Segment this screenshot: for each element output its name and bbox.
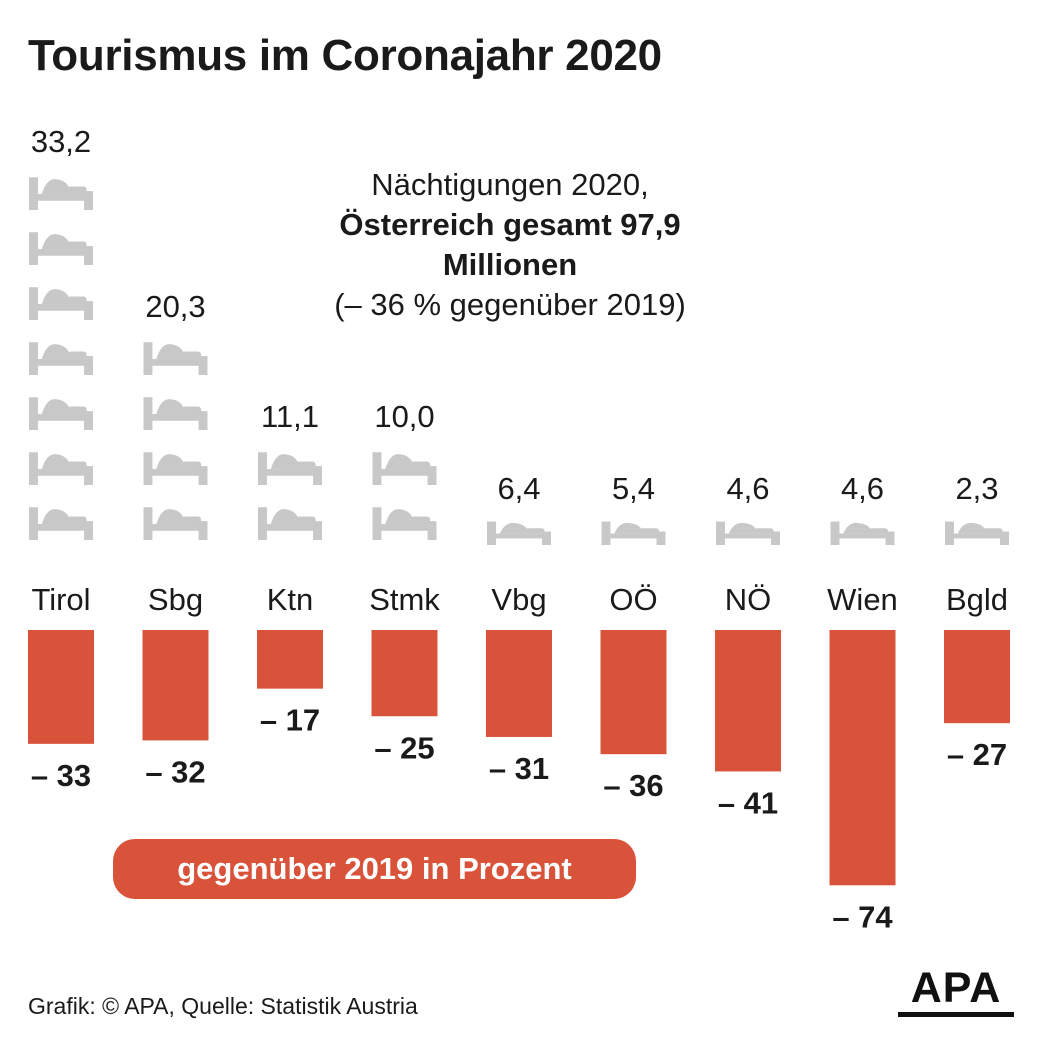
bed-icon: [143, 507, 208, 540]
nights-value-label: 6,4: [497, 471, 540, 506]
category-label: Tirol: [31, 582, 90, 617]
bed-icon: [29, 452, 93, 485]
bed-icon: [830, 521, 895, 545]
change-bar: [142, 630, 209, 741]
bed-icon: [29, 397, 93, 430]
bed-icon: [29, 507, 93, 540]
category-label: NÖ: [725, 582, 772, 617]
change-bar: [829, 630, 896, 886]
category-label: Stmk: [369, 582, 440, 617]
chart-title: Tourismus im Coronajahr 2020: [28, 31, 662, 80]
change-bar: [371, 630, 438, 717]
category-label: Ktn: [267, 582, 314, 617]
info-line-1: Nächtigungen 2020,: [371, 167, 649, 202]
bed-icon: [143, 452, 208, 485]
nights-value-label: 11,1: [261, 399, 319, 434]
category-label: Vbg: [491, 582, 546, 617]
change-bar: [600, 630, 667, 755]
info-box: Nächtigungen 2020, Österreich gesamt 97,…: [300, 165, 720, 325]
category-label: Wien: [827, 582, 898, 617]
category-label: Sbg: [148, 582, 203, 617]
bed-icon: [29, 232, 93, 265]
bed-icon: [258, 507, 322, 540]
change-value-label: – 33: [31, 758, 91, 793]
change-value-label: – 74: [832, 899, 893, 934]
bed-icon: [29, 177, 93, 210]
change-bar: [486, 630, 552, 737]
nights-value-label: 20,3: [145, 289, 205, 324]
bed-icon: [601, 521, 666, 545]
change-value-label: – 32: [145, 754, 205, 789]
bed-icon: [372, 507, 437, 540]
change-bar: [715, 630, 781, 772]
change-value-label: – 17: [260, 703, 320, 738]
nights-value-label: 4,6: [726, 471, 769, 506]
change-value-label: – 27: [947, 737, 1007, 772]
change-value-label: – 41: [718, 785, 778, 820]
chart-area: 33,2 Tirol – 33 20,3 Sbg – 32 11,1 Ktn – 17 10,0 S…: [28, 124, 1010, 934]
bed-icon: [945, 521, 1009, 545]
nights-value-label: 10,0: [374, 399, 434, 434]
change-bar: [257, 630, 323, 689]
source-footer: Grafik: © APA, Quelle: Statistik Austria: [28, 993, 418, 1019]
category-label: Bgld: [946, 582, 1008, 617]
nights-value-label: 2,3: [955, 471, 998, 506]
change-bar: [28, 630, 94, 744]
info-line-3: (– 36 % gegenüber 2019): [334, 287, 686, 322]
change-value-label: – 36: [603, 768, 663, 803]
category-label: OÖ: [609, 582, 657, 617]
bed-icon: [487, 521, 551, 545]
apa-logo: APA: [898, 964, 1014, 1017]
bed-icon: [716, 521, 780, 545]
bed-icon: [29, 342, 93, 375]
bed-icon: [143, 342, 208, 375]
nights-value-label: 4,6: [841, 471, 884, 506]
nights-value-label: 33,2: [31, 124, 91, 159]
apa-logo-underline: [898, 1012, 1014, 1017]
nights-value-label: 5,4: [612, 471, 655, 506]
bed-icon: [143, 397, 208, 430]
change-value-label: – 31: [489, 751, 549, 786]
bed-icon: [29, 287, 93, 320]
info-line-2: Österreich gesamt 97,9 Millionen: [339, 207, 681, 282]
change-bar: [944, 630, 1010, 724]
apa-logo-text: APA: [910, 964, 1002, 1012]
change-value-label: – 25: [374, 730, 434, 765]
bed-icon: [258, 452, 322, 485]
bed-icon: [372, 452, 437, 485]
percent-legend-pill: gegenüber 2019 in Prozent: [113, 839, 636, 899]
